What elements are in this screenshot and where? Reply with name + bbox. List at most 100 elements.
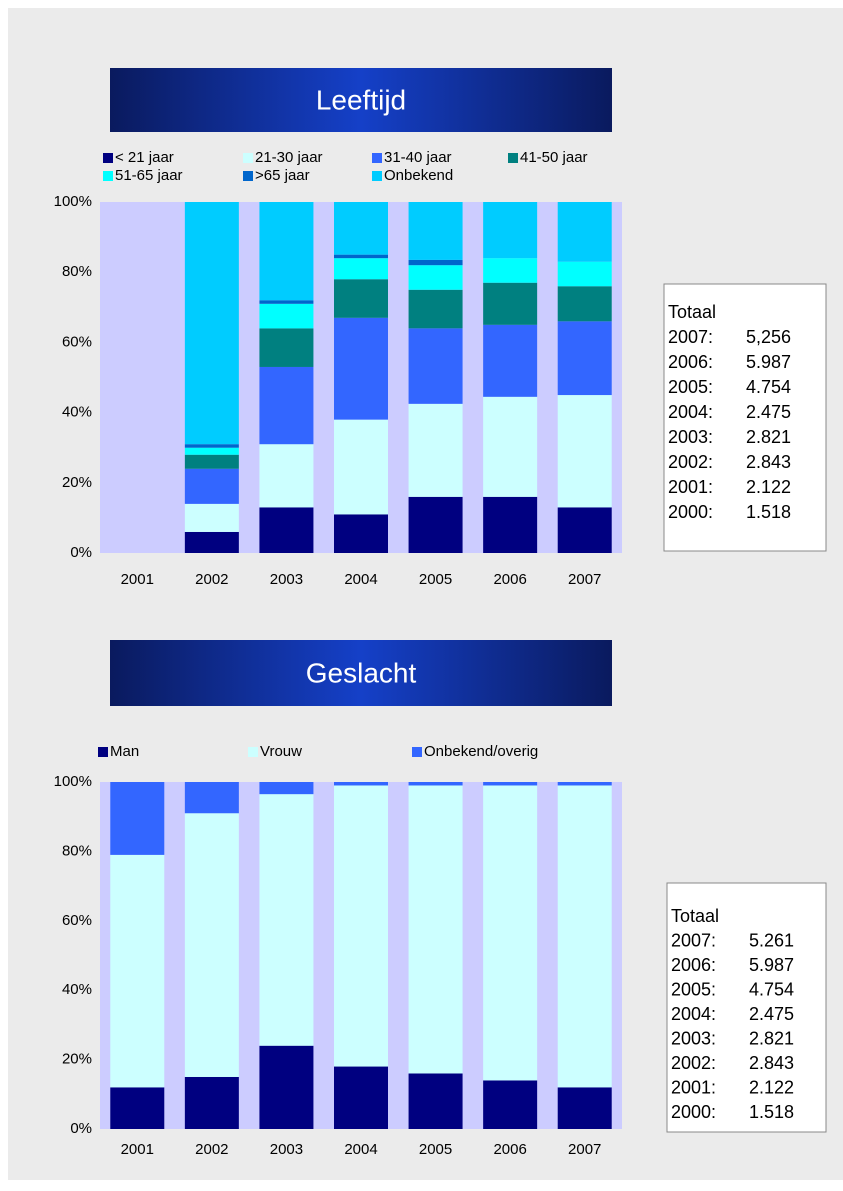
- totals-year: 2004:: [668, 402, 713, 422]
- x-tick-label: 2007: [568, 1141, 601, 1158]
- bar-segment: [334, 202, 388, 255]
- bar-segment: [483, 785, 538, 1081]
- bar-segment: [334, 279, 388, 318]
- bar-segment: [259, 782, 314, 795]
- legend-label: < 21 jaar: [115, 149, 174, 166]
- totals-value: 2.475: [749, 1004, 794, 1024]
- totals-year: 2002:: [671, 1053, 716, 1073]
- legend-label: Onbekend/overig: [424, 743, 538, 760]
- bar-segment: [259, 303, 314, 329]
- y-tick-label: 40%: [62, 404, 92, 421]
- y-tick-label: 80%: [62, 263, 92, 280]
- x-tick-label: 2006: [493, 571, 526, 588]
- legend-label: Vrouw: [260, 743, 302, 760]
- bar-segment: [483, 496, 538, 553]
- bar-segment: [557, 1087, 612, 1129]
- bar-segment: [483, 258, 538, 283]
- bar-segment: [334, 514, 388, 553]
- bar-segment: [184, 454, 239, 469]
- totals-year: 2001:: [671, 1077, 716, 1097]
- bar-segment: [259, 507, 314, 553]
- bar-segment: [259, 328, 314, 367]
- totals-value: 2.821: [749, 1028, 794, 1048]
- totals-value: 2.843: [746, 452, 791, 472]
- bar-segment: [557, 785, 612, 1088]
- bar-segment: [408, 785, 463, 1074]
- bar-segment: [408, 496, 463, 553]
- totals-year: 2005:: [668, 377, 713, 397]
- bar-segment: [334, 317, 388, 420]
- bar-segment: [334, 782, 388, 786]
- totals-value: 2.122: [746, 477, 791, 497]
- bar-segment: [557, 202, 612, 262]
- totals-year: 2005:: [671, 979, 716, 999]
- bar-segment: [110, 854, 165, 1088]
- bar-segment: [483, 202, 538, 259]
- totals-value: 1.518: [749, 1102, 794, 1122]
- bar-segment: [408, 289, 463, 329]
- bar-segment: [557, 395, 612, 508]
- totals-value: 2.122: [749, 1077, 794, 1097]
- y-tick-label: 20%: [62, 474, 92, 491]
- x-tick-label: 2005: [419, 1141, 452, 1158]
- y-tick-label: 60%: [62, 912, 92, 929]
- totals-value: 4.754: [746, 377, 791, 397]
- legend-swatch: [103, 153, 113, 163]
- legend-swatch: [508, 153, 518, 163]
- legend-label: 31-40 jaar: [384, 149, 452, 166]
- bar-segment: [334, 419, 388, 515]
- totals-year: 2006:: [671, 955, 716, 975]
- bar-segment: [110, 1087, 165, 1129]
- y-tick-label: 20%: [62, 1051, 92, 1068]
- totals-year: 2002:: [668, 452, 713, 472]
- bar-segment: [259, 366, 314, 445]
- totals-value: 4.754: [749, 979, 794, 999]
- title-banner: [110, 68, 612, 132]
- y-tick-label: 0%: [70, 1120, 92, 1137]
- totals-year: 2001:: [668, 477, 713, 497]
- bar-segment: [483, 782, 538, 786]
- totals-year: 2003:: [668, 427, 713, 447]
- bar-segment: [184, 1076, 239, 1129]
- totals-box: [666, 882, 827, 1133]
- bar-segment: [259, 444, 314, 508]
- x-tick-label: 2002: [195, 571, 228, 588]
- totals-value: 5.261: [749, 930, 794, 950]
- x-tick-label: 2001: [121, 1141, 154, 1158]
- bar-segment: [483, 324, 538, 397]
- x-tick-label: 2005: [419, 571, 452, 588]
- totals-year: 2000:: [671, 1102, 716, 1122]
- bar-segment: [483, 282, 538, 325]
- legend-swatch: [243, 171, 253, 181]
- legend-label: 41-50 jaar: [520, 149, 588, 166]
- totals-year: 2004:: [671, 1004, 716, 1024]
- legend-swatch: [412, 747, 422, 757]
- bar-segment: [408, 328, 463, 404]
- bar-segment: [334, 258, 388, 280]
- bar-segment: [334, 254, 388, 259]
- title-banner: [110, 640, 612, 706]
- bar-segment: [557, 261, 612, 287]
- totals-value: 5.987: [749, 955, 794, 975]
- totals-year: 2003:: [671, 1028, 716, 1048]
- x-tick-label: 2007: [568, 571, 601, 588]
- totals-title: Totaal: [668, 302, 716, 322]
- bar-segment: [408, 403, 463, 497]
- legend-swatch: [98, 747, 108, 757]
- y-tick-label: 60%: [62, 333, 92, 350]
- y-tick-label: 40%: [62, 981, 92, 998]
- legend-swatch: [372, 171, 382, 181]
- chart-title: Geslacht: [306, 657, 417, 688]
- legend-label: >65 jaar: [255, 167, 310, 184]
- totals-title: Totaal: [671, 906, 719, 926]
- bar-segment: [557, 321, 612, 396]
- bar-segment: [184, 782, 239, 814]
- legend-label: 51-65 jaar: [115, 167, 183, 184]
- bar-segment: [184, 444, 239, 448]
- legend-swatch: [248, 747, 258, 757]
- legend-label: Onbekend: [384, 167, 453, 184]
- bar-segment: [334, 785, 388, 1067]
- bar-segment: [408, 1073, 463, 1129]
- totals-box: [663, 283, 827, 552]
- totals-value: 2.475: [746, 402, 791, 422]
